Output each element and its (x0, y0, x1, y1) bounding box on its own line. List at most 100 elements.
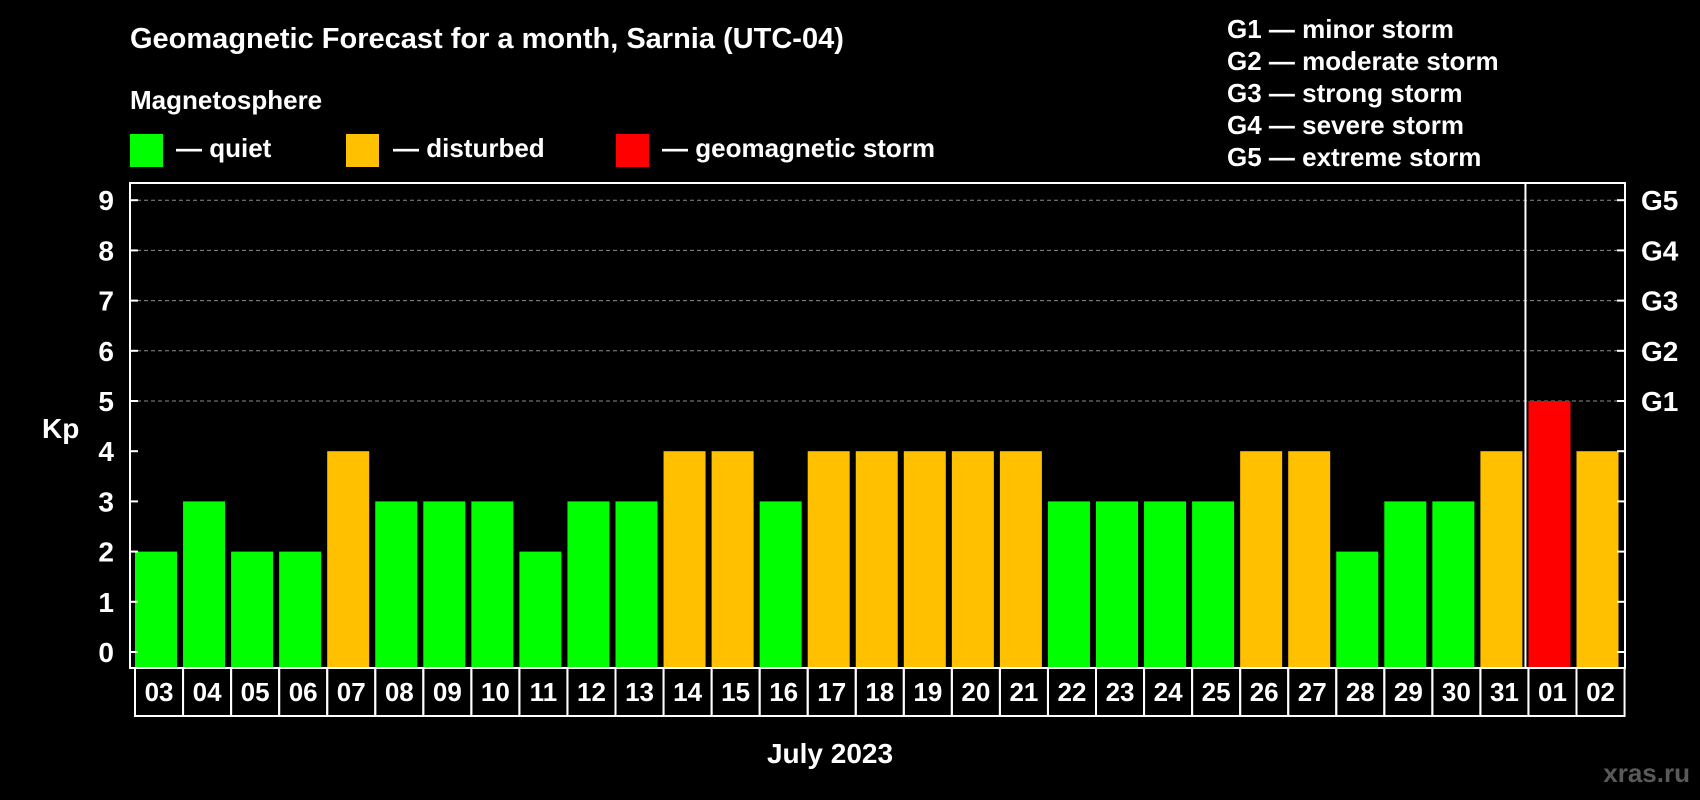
storm-scale-g1: G1 — minor storm (1227, 14, 1454, 44)
bar-19 (903, 451, 946, 667)
y-tick-label: 0 (98, 637, 114, 668)
x-tick-label: 04 (193, 677, 222, 707)
y-tick-label: 6 (98, 336, 114, 367)
x-tick-label: 26 (1250, 677, 1279, 707)
y-tick-label: 3 (98, 486, 114, 517)
x-tick-label: 30 (1442, 677, 1471, 707)
bar-12 (567, 501, 610, 667)
bar-05 (231, 551, 274, 667)
right-tick-label: G4 (1641, 235, 1679, 266)
chart-title: Geomagnetic Forecast for a month, Sarnia… (130, 23, 844, 55)
legend-swatch-disturbed (346, 134, 379, 167)
storm-scale-g3: G3 — strong storm (1227, 78, 1462, 108)
legend-label-quiet: — quiet (176, 133, 272, 163)
x-tick-label: 03 (145, 677, 174, 707)
bar-08 (375, 501, 418, 667)
x-tick-label: 08 (385, 677, 414, 707)
legend-swatch-quiet (130, 134, 163, 167)
x-tick-label: 21 (1009, 677, 1038, 707)
x-tick-label: 27 (1298, 677, 1327, 707)
right-axis-ticks: G1 G2 G3 G4 G5 (1617, 185, 1679, 653)
y-axis-ticks: 0 1 2 3 4 5 6 7 8 9 (98, 185, 138, 668)
legend-label-disturbed: — disturbed (393, 133, 545, 163)
bar-14 (663, 451, 706, 667)
bar-28 (1336, 551, 1379, 667)
bar-18 (855, 451, 898, 667)
right-tick-label: G3 (1641, 286, 1678, 317)
y-tick-label: 5 (98, 386, 114, 417)
x-tick-label: 19 (913, 677, 942, 707)
x-tick-label: 11 (530, 677, 558, 707)
legend-title: Magnetosphere (130, 85, 322, 115)
x-tick-label: 29 (1394, 677, 1423, 707)
bar-22 (1047, 501, 1090, 667)
bar-31 (1480, 451, 1523, 667)
bar-13 (615, 501, 658, 667)
right-tick-label: G2 (1641, 336, 1678, 367)
y-tick-label: 4 (98, 436, 114, 467)
storm-scale-g2: G2 — moderate storm (1227, 46, 1499, 76)
grid-lines (130, 199, 1625, 402)
bar-25 (1192, 501, 1235, 667)
bar-30 (1432, 501, 1475, 667)
y-tick-label: 2 (98, 537, 114, 568)
x-tick-label: 31 (1490, 677, 1519, 707)
right-tick-label: G5 (1641, 185, 1678, 216)
x-tick-label: 06 (289, 677, 318, 707)
bar-09 (423, 501, 466, 667)
right-tick-label: G1 (1641, 386, 1678, 417)
legend: — quiet — disturbed — geomagnetic storm (130, 133, 935, 167)
bar-06 (279, 551, 322, 667)
x-tick-box (1575, 667, 1626, 717)
x-tick-label: 17 (817, 677, 846, 707)
x-tick-label: 01 (1538, 677, 1567, 707)
x-tick-label: 18 (865, 677, 894, 707)
y-tick-label: 9 (98, 185, 114, 216)
x-tick-label: 13 (625, 677, 654, 707)
x-axis-label: July 2023 (767, 738, 893, 769)
y-tick-label: 7 (98, 286, 114, 317)
legend-swatch-storm (616, 134, 649, 167)
bar-24 (1144, 501, 1187, 667)
bar-23 (1096, 501, 1138, 667)
storm-scale-g4: G4 — severe storm (1227, 110, 1464, 140)
legend-label-storm: — geomagnetic storm (662, 133, 935, 163)
bar-07 (327, 451, 370, 667)
bars (135, 401, 1619, 667)
x-tick-label: 24 (1154, 677, 1183, 707)
bar-03 (135, 551, 177, 667)
x-tick-label: 25 (1202, 677, 1231, 707)
bar-02 (1576, 451, 1619, 667)
x-tick-label: 16 (769, 677, 798, 707)
bar-21 (999, 451, 1042, 667)
x-tick-label: 05 (241, 677, 270, 707)
bar-10 (471, 501, 514, 667)
bar-26 (1240, 451, 1283, 667)
y-tick-label: 1 (98, 587, 114, 618)
x-tick-label: 07 (337, 677, 366, 707)
x-tick-label: 14 (673, 677, 702, 707)
storm-scale: G1 — minor storm G2 — moderate storm G3 … (1227, 14, 1499, 172)
bar-29 (1384, 501, 1427, 667)
x-tick-label: 02 (1586, 677, 1615, 707)
x-tick-label: 20 (961, 677, 990, 707)
x-tick-label: 23 (1106, 677, 1135, 707)
watermark: xras.ru (1603, 758, 1690, 788)
bar-27 (1288, 451, 1331, 667)
bar-17 (807, 451, 850, 667)
x-tick-label: 12 (577, 677, 606, 707)
x-tick-label: 22 (1058, 677, 1087, 707)
bar-01 (1528, 401, 1571, 667)
bar-04 (183, 501, 226, 667)
bar-20 (951, 451, 994, 667)
bar-11 (519, 551, 562, 667)
y-tick-label: 8 (98, 235, 114, 266)
y-axis-label: Kp (42, 413, 79, 444)
x-tick-label: 28 (1346, 677, 1375, 707)
bar-16 (759, 501, 802, 667)
x-axis-ticks: 03 04 05 06 07 08 09 10 11 12 13 14 15 16 17 18 19 20 21 22… (134, 667, 1626, 717)
bar-15 (711, 451, 754, 667)
storm-scale-g5: G5 — extreme storm (1227, 142, 1481, 172)
x-tick-label: 09 (433, 677, 462, 707)
